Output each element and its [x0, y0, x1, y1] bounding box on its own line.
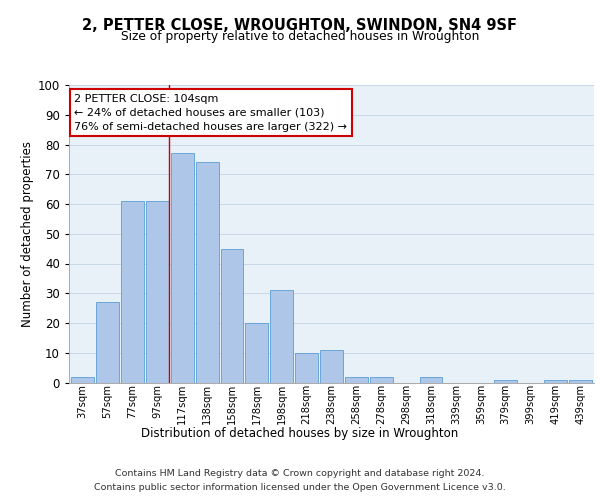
Bar	[121, 201, 144, 382]
Text: Distribution of detached houses by size in Wroughton: Distribution of detached houses by size …	[142, 428, 458, 440]
Bar	[345, 376, 368, 382]
Text: 2, PETTER CLOSE, WROUGHTON, SWINDON, SN4 9SF: 2, PETTER CLOSE, WROUGHTON, SWINDON, SN4…	[83, 18, 517, 32]
Bar	[544, 380, 567, 382]
Bar	[171, 154, 194, 382]
Text: 2 PETTER CLOSE: 104sqm
← 24% of detached houses are smaller (103)
76% of semi-de: 2 PETTER CLOSE: 104sqm ← 24% of detached…	[74, 94, 347, 132]
Text: Size of property relative to detached houses in Wroughton: Size of property relative to detached ho…	[121, 30, 479, 43]
Bar	[71, 376, 94, 382]
Bar	[221, 248, 244, 382]
Text: Contains HM Land Registry data © Crown copyright and database right 2024.: Contains HM Land Registry data © Crown c…	[115, 469, 485, 478]
Bar	[320, 350, 343, 382]
Bar	[569, 380, 592, 382]
Y-axis label: Number of detached properties: Number of detached properties	[20, 141, 34, 327]
Text: Contains public sector information licensed under the Open Government Licence v3: Contains public sector information licen…	[94, 482, 506, 492]
Bar	[295, 353, 318, 382]
Bar	[146, 201, 169, 382]
Bar	[494, 380, 517, 382]
Bar	[419, 376, 442, 382]
Bar	[245, 323, 268, 382]
Bar	[196, 162, 218, 382]
Bar	[370, 376, 393, 382]
Bar	[270, 290, 293, 382]
Bar	[96, 302, 119, 382]
